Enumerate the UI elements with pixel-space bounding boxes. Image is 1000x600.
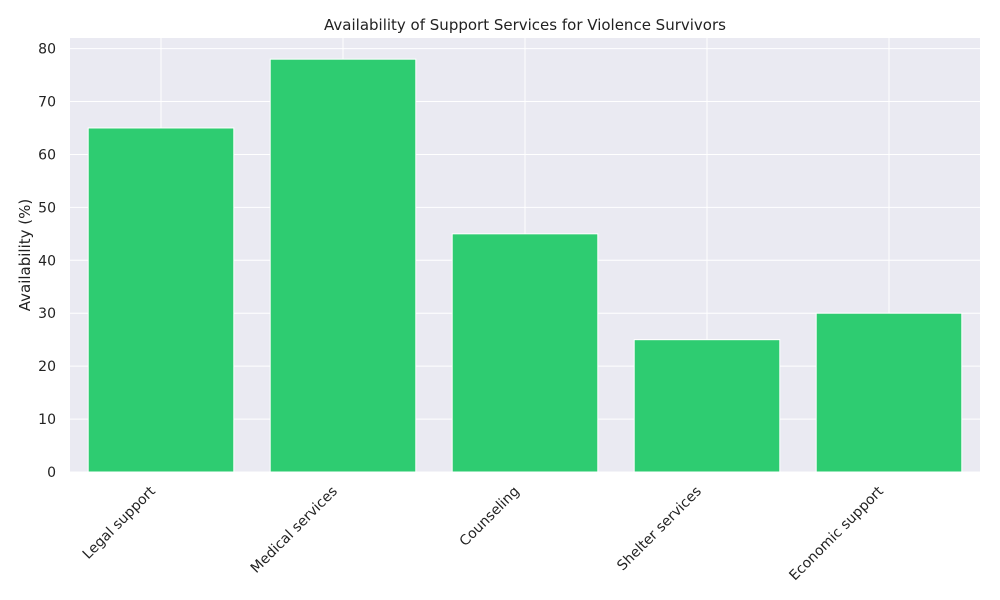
y-tick-label: 20 (38, 359, 56, 375)
y-tick-label: 70 (38, 95, 56, 111)
y-tick-label: 0 (47, 465, 56, 481)
y-tick-label: 80 (38, 42, 56, 58)
bar (269, 58, 417, 473)
y-axis-label: Availability (%) (16, 199, 34, 312)
y-tick-label: 10 (38, 412, 56, 428)
x-tick-label: Economic support (786, 483, 887, 584)
y-tick-label: 30 (38, 306, 56, 322)
x-tick-label: Shelter services (614, 484, 705, 575)
x-axis-ticks: Legal support Medical services Counseling S… (80, 483, 887, 584)
bar (815, 312, 963, 473)
bars (87, 58, 963, 473)
y-axis-ticks: 0 10 20 30 40 50 60 70 80 (38, 42, 56, 481)
bar (633, 339, 781, 473)
y-tick-label: 60 (38, 147, 56, 163)
x-tick-label: Medical services (248, 484, 341, 577)
x-tick-label: Counseling (457, 484, 523, 550)
y-tick-label: 40 (38, 253, 56, 269)
chart-title: Availability of Support Services for Vio… (324, 16, 726, 34)
y-tick-label: 50 (38, 200, 56, 216)
x-tick-label: Legal support (80, 483, 159, 562)
bar (451, 233, 599, 473)
bar (87, 127, 235, 473)
